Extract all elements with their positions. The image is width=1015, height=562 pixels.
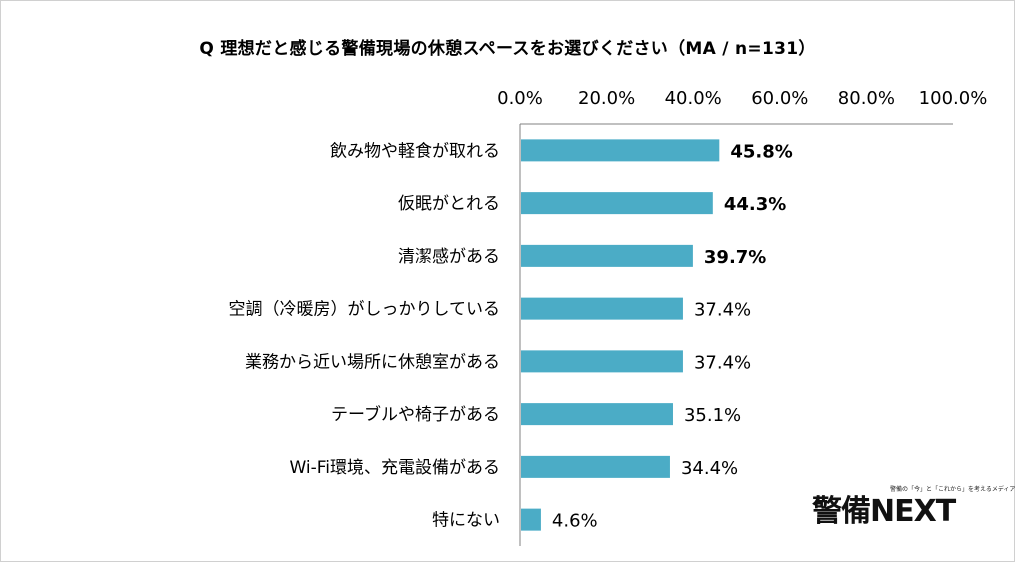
value-label: 35.1% (684, 405, 741, 426)
x-tick-label: 40.0% (665, 88, 722, 109)
bar (521, 508, 541, 531)
category-label: 特にない (432, 511, 500, 531)
bar (521, 297, 683, 320)
bar (521, 350, 683, 373)
x-tick-label: 60.0% (751, 88, 808, 109)
bars (521, 139, 720, 531)
value-label: 45.8% (730, 141, 792, 162)
x-axis-ticks: 0.0% 20.0% 40.0% 60.0% 80.0% 100.0% (497, 88, 987, 109)
x-tick-label: 20.0% (578, 88, 635, 109)
value-label: 37.4% (694, 300, 751, 321)
category-label: テーブルや椅子がある (331, 404, 500, 425)
value-label: 44.3% (724, 194, 786, 215)
value-label: 4.6% (552, 511, 598, 532)
category-label: 空調（冷暖房）がしっかりしている (229, 300, 501, 320)
value-labels: 45.8% 44.3% 39.7% 37.4% 37.4% 35.1% 34.4% 4.6% (552, 141, 793, 531)
chart-title: Q 理想だと感じる警備現場の休憩スペースをお選びください（MA / n=131） (199, 39, 816, 59)
category-label: 清潔感がある (398, 247, 500, 267)
logo-wordmark: 警備NEXT (812, 494, 956, 529)
bar (521, 455, 670, 478)
category-label: Wi-Fi環境、充電設備がある (289, 458, 500, 478)
bar (521, 192, 713, 215)
x-tick-label: 0.0% (497, 88, 543, 109)
category-label: 業務から近い場所に休憩室がある (245, 352, 500, 372)
value-label: 39.7% (704, 247, 766, 268)
logo: 警備の「今」と「これから」を考えるメディア 警備NEXT (812, 484, 1015, 529)
x-tick-label: 100.0% (919, 88, 988, 109)
axes (519, 123, 953, 546)
value-label: 37.4% (694, 352, 751, 373)
category-label: 仮眠がとれる (398, 194, 500, 214)
x-tick-label: 80.0% (838, 88, 895, 109)
category-labels: 飲み物や軽食が取れる仮眠がとれる清潔感がある空調（冷暖房）がしっかりしている業務… (229, 141, 501, 530)
bar (521, 139, 720, 162)
bar (521, 403, 673, 426)
bar (521, 244, 693, 267)
logo-tagline: 警備の「今」と「これから」を考えるメディア (890, 486, 1015, 493)
category-label: 飲み物や軽食が取れる (330, 141, 500, 161)
value-label: 34.4% (681, 458, 738, 479)
